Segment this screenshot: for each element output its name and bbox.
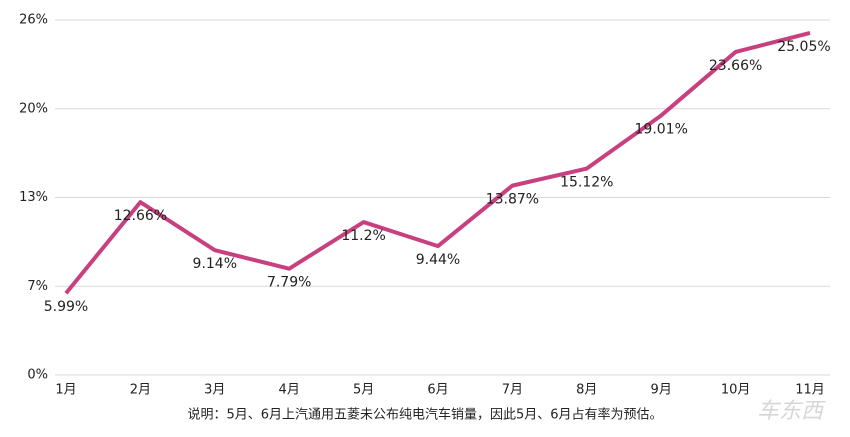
value-label: 11.2% xyxy=(341,228,385,244)
value-label: 9.14% xyxy=(193,256,237,272)
value-label: 23.66% xyxy=(709,58,762,74)
note: 说明：5月、6月上汽通用五菱未公布纯电汽车销量，因此5月、6月占有率为预估。 xyxy=(187,407,662,423)
x-tick-label: 3月 xyxy=(204,383,225,398)
line xyxy=(64,31,811,295)
y-tick-label: 7% xyxy=(27,279,48,294)
value-label: 13.87% xyxy=(486,192,539,208)
value-label: 9.44% xyxy=(416,252,460,268)
value-label: 5.99% xyxy=(44,299,88,315)
x-tick-label: 1月 xyxy=(55,383,76,398)
x-tick-label: 8月 xyxy=(576,383,597,398)
x-tick-label: 10月 xyxy=(721,383,751,398)
x-tick-label: 2月 xyxy=(130,383,151,398)
x-tick-label: 5月 xyxy=(353,383,374,398)
watermark: 车东西 xyxy=(757,399,826,424)
x-tick-label: 7月 xyxy=(502,383,523,398)
value-label: 7.79% xyxy=(267,275,311,291)
value-label: 12.66% xyxy=(114,208,167,224)
x-tick-label: 6月 xyxy=(427,383,448,398)
x-tick-label: 11月 xyxy=(795,383,825,398)
y-tick-label: 20% xyxy=(19,101,48,116)
y-tick-label: 26% xyxy=(19,13,48,28)
x-tick-label: 9月 xyxy=(651,383,672,398)
y-tick-label: 0% xyxy=(27,368,48,383)
value-label: 19.01% xyxy=(635,121,688,137)
y-tick-label: 13% xyxy=(19,190,48,205)
value-label: 15.12% xyxy=(560,175,613,191)
value-label: 25.05% xyxy=(777,39,830,55)
x-tick-label: 4月 xyxy=(279,383,300,398)
